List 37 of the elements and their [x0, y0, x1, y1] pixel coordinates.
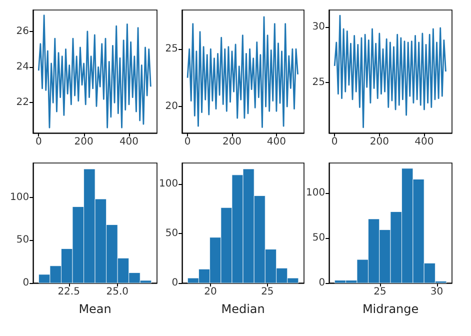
x-tick-label: 30 — [430, 286, 444, 298]
x-tick-label: 20 — [204, 286, 217, 298]
x-tick-label: 0 — [331, 136, 338, 148]
x-tick-label: 0 — [35, 136, 42, 148]
y-tick-label: 50 — [312, 232, 326, 244]
y-tick-label: 100 — [306, 187, 326, 198]
y-tick-label: 24 — [16, 62, 29, 73]
x-axis-title: Median — [221, 302, 265, 316]
y-tick-label: 20 — [165, 101, 178, 112]
x-tick-label: 400 — [119, 136, 139, 148]
x-tick-label: 200 — [222, 136, 242, 148]
x-tick-label: 25 — [261, 286, 274, 298]
y-tick-label: 0 — [22, 278, 30, 288]
y-tick-label: 25 — [165, 44, 178, 55]
x-tick-label: 400 — [266, 136, 286, 148]
y-tick-label: 50 — [16, 234, 30, 246]
line-series — [38, 14, 152, 128]
x-tick-label: 200 — [370, 136, 389, 148]
y-tick-label: 22 — [16, 97, 29, 108]
x-tick-label: 200 — [74, 136, 94, 148]
y-tick-label: 0 — [172, 278, 178, 288]
x-axis-title: Mean — [78, 302, 112, 316]
y-tick-label: 100 — [158, 178, 178, 190]
y-tick-label: 50 — [165, 228, 178, 239]
x-tick-label: 0 — [184, 136, 191, 148]
x-tick-label: 25.0 — [106, 286, 129, 298]
y-tick-label: 100 — [10, 192, 30, 203]
x-axis-title: Midrange — [362, 302, 419, 316]
line-series — [186, 16, 298, 128]
x-tick-label: 25 — [374, 286, 386, 298]
x-tick-label: 22.5 — [58, 286, 80, 298]
line-series — [334, 14, 446, 128]
y-tick-label: 25 — [312, 77, 325, 88]
y-tick-label: 0 — [318, 278, 326, 288]
y-tick-label: 30 — [312, 21, 325, 32]
y-tick-label: 26 — [16, 26, 29, 37]
x-tick-label: 400 — [414, 136, 434, 148]
